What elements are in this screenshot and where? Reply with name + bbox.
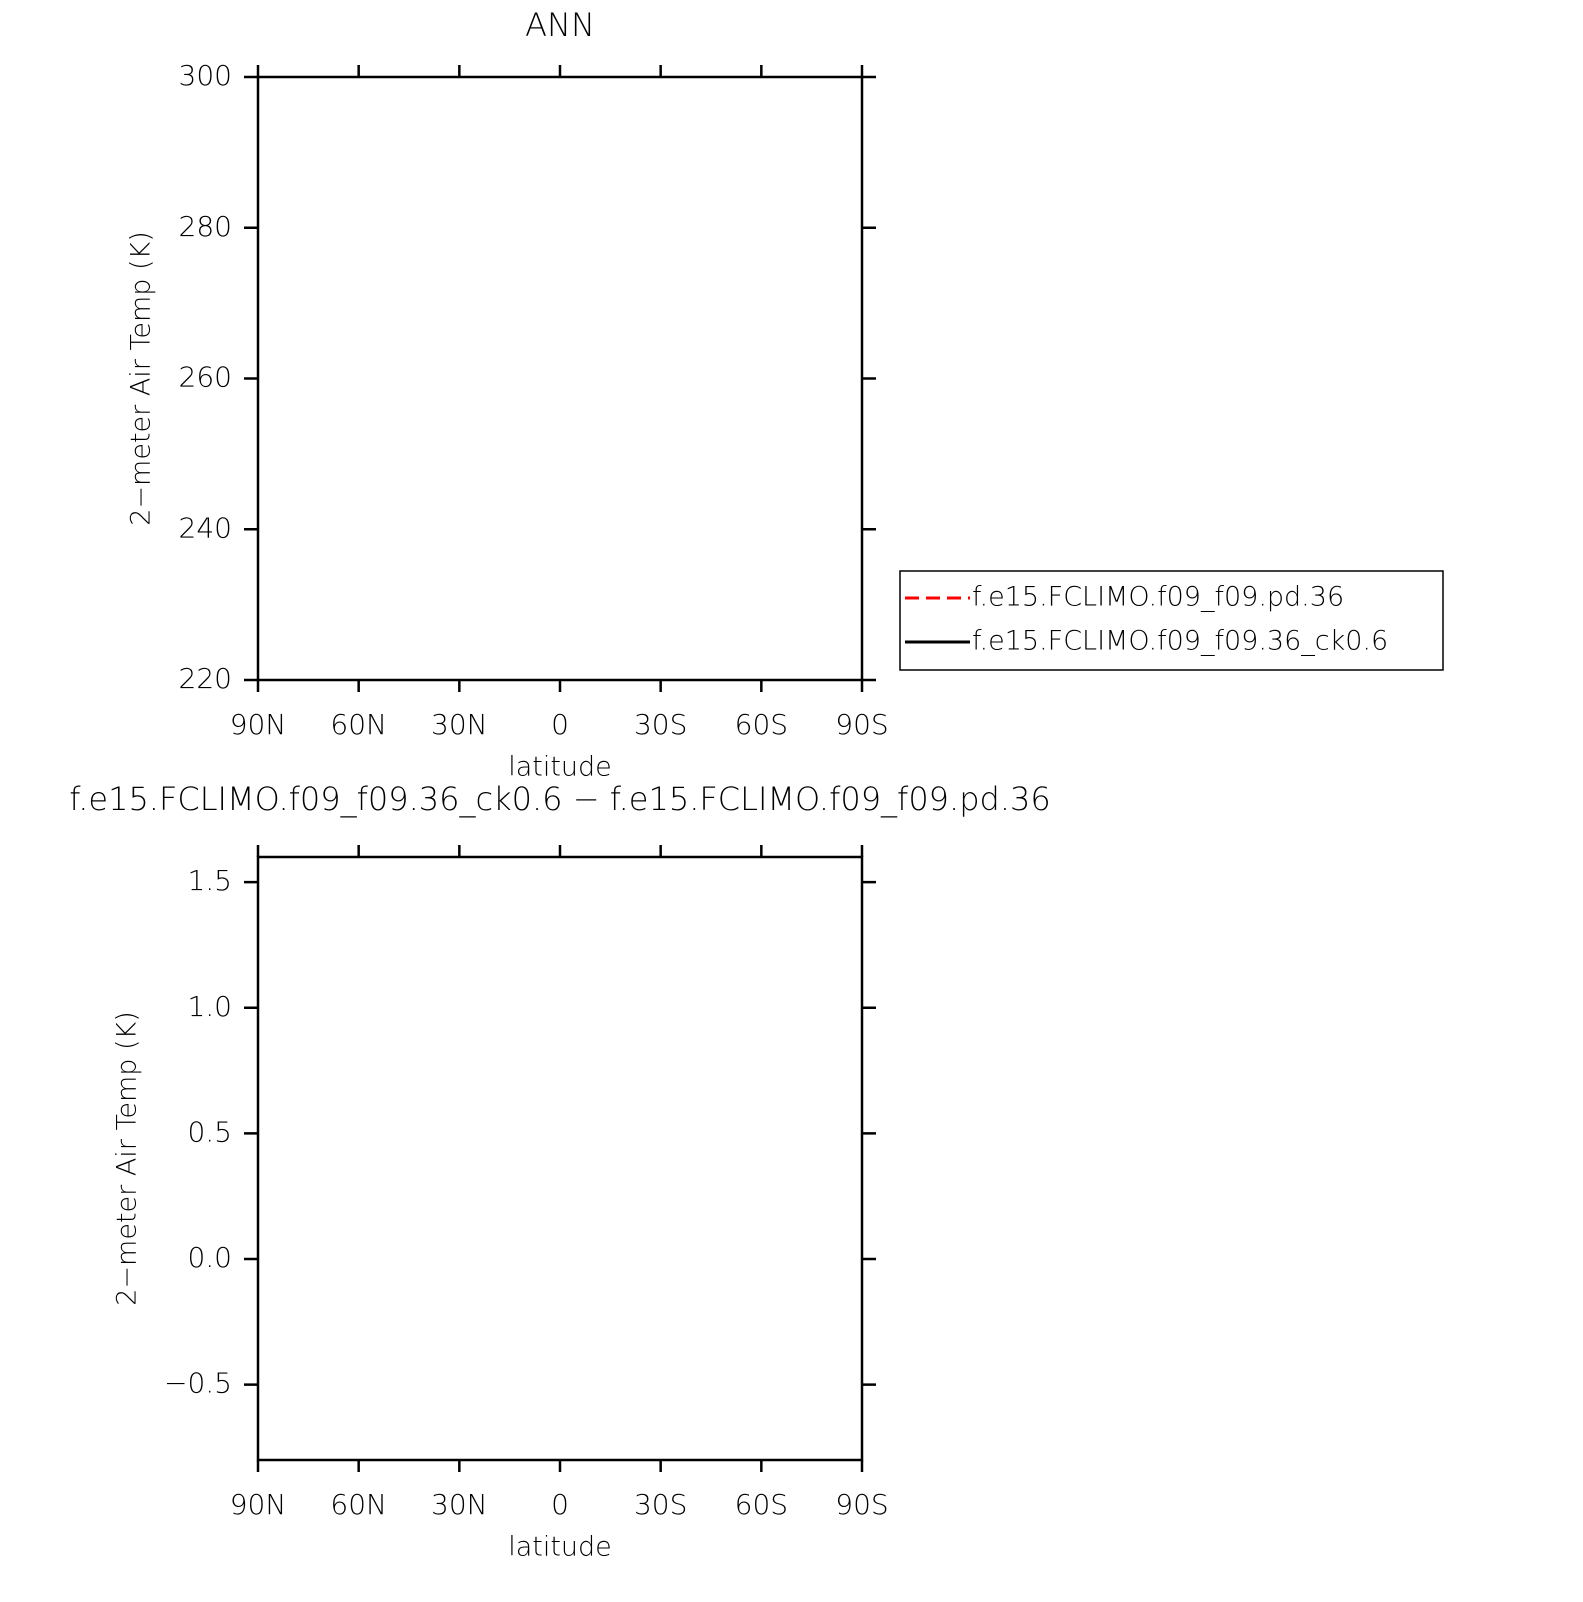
x-tick-label: 30S: [634, 1488, 687, 1521]
plot-frame: [256, 855, 864, 1462]
legend-box: [899, 570, 1444, 671]
x-tick-label: 60S: [735, 708, 788, 741]
x-axis-label: latitude: [508, 1532, 612, 1563]
x-tick-label: 30S: [634, 708, 687, 741]
y-tick-label: 280: [179, 210, 232, 243]
y-axis-label: 2−meter Air Temp (K): [112, 1011, 143, 1306]
x-tick-label: 0: [551, 708, 569, 741]
y-tick-label: 220: [179, 662, 232, 695]
x-tick-label: 60N: [330, 708, 387, 741]
x-tick-label: 90N: [230, 1488, 287, 1521]
plot-frame: [256, 75, 864, 682]
chart-title: f.e15.FCLIMO.f09_f09.36_ck0.6 − f.e15.FC…: [69, 780, 1050, 818]
y-tick-label: 1.5: [187, 864, 232, 897]
y-tick-label: 0.5: [187, 1115, 232, 1148]
y-tick-label: −0.5: [164, 1367, 232, 1400]
x-tick-label: 60N: [330, 1488, 387, 1521]
y-axis-label: 2−meter Air Temp (K): [126, 231, 157, 526]
y-tick-label: 240: [179, 511, 232, 544]
x-tick-label: 90S: [835, 708, 888, 741]
y-tick-label: 0.0: [187, 1241, 232, 1274]
y-tick-label: 300: [179, 59, 232, 92]
legend-label: f.e15.FCLIMO.f09_f09.36_ck0.6: [972, 626, 1388, 657]
x-axis-label: latitude: [508, 752, 612, 783]
x-tick-label: 90S: [835, 1488, 888, 1521]
chart-title: ANN: [525, 6, 595, 44]
y-tick-label: 260: [179, 361, 232, 394]
x-tick-label: 90N: [230, 708, 287, 741]
x-tick-label: 60S: [735, 1488, 788, 1521]
x-tick-label: 0: [551, 1488, 569, 1521]
x-tick-label: 30N: [431, 1488, 488, 1521]
x-tick-label: 30N: [431, 708, 488, 741]
legend-label: f.e15.FCLIMO.f09_f09.pd.36: [972, 582, 1344, 613]
y-tick-label: 1.0: [187, 990, 232, 1023]
